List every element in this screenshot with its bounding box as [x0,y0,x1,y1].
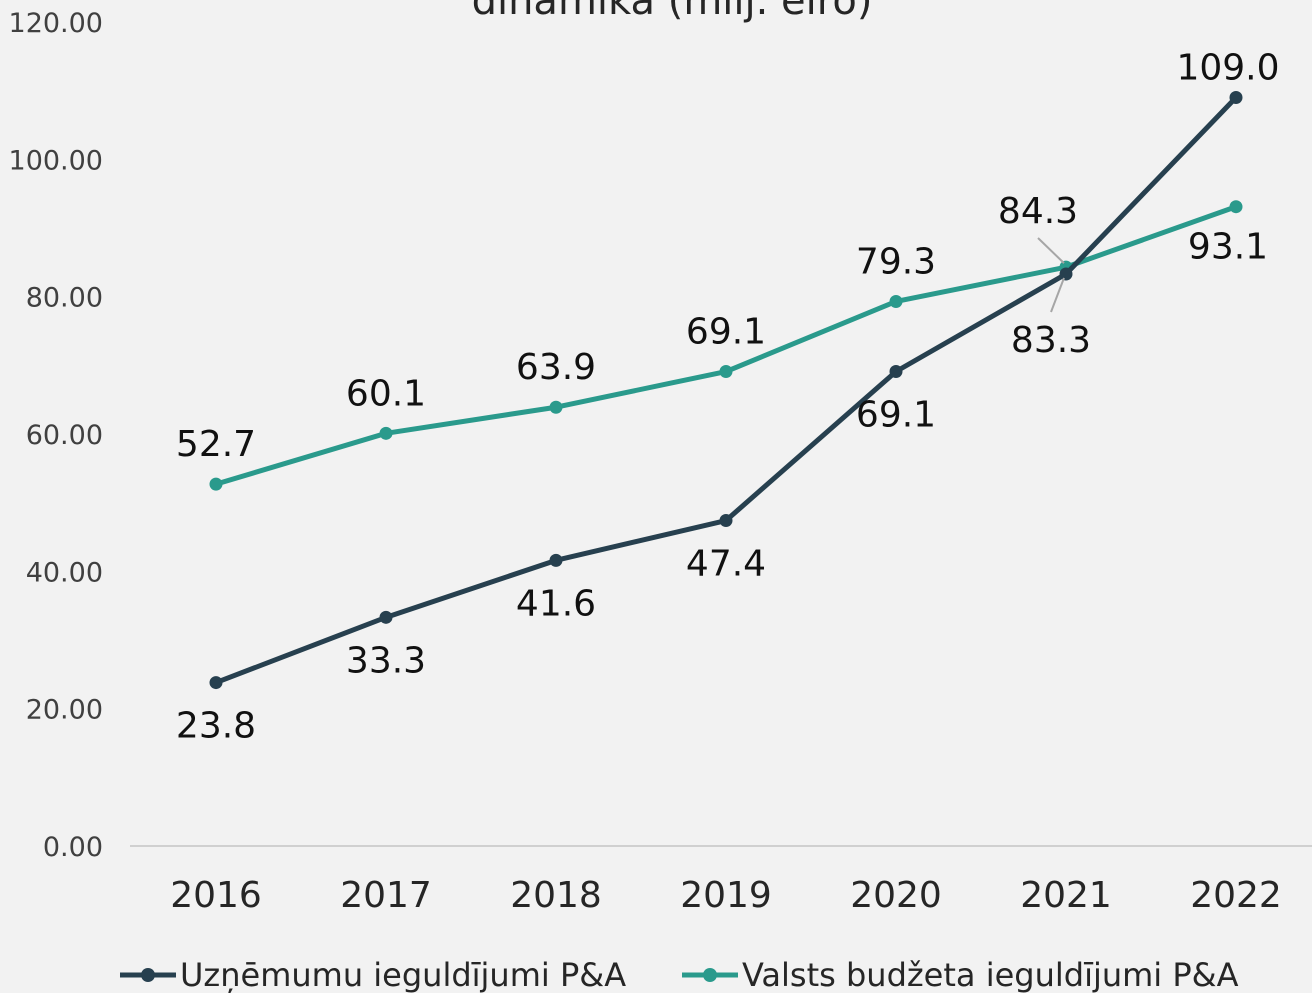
y-axis: 0.00 20.00 40.00 60.00 80.00 100.00 120.00 [9,8,103,863]
x-tick-label: 2020 [850,875,942,916]
y-tick-label: 0.00 [43,832,103,863]
series-point-1 [209,477,223,491]
series-point-0 [209,676,223,690]
y-tick-label: 80.00 [26,283,103,314]
data-label: 69.1 [856,395,936,436]
series-point-0 [1229,91,1243,105]
data-label: 47.4 [686,544,766,585]
y-tick-label: 60.00 [26,420,103,451]
data-label: 69.1 [686,312,766,353]
data-label: 41.6 [516,583,596,624]
legend: Uzņēmumu ieguldījumi P&A Valsts budžeta i… [120,956,1239,993]
series-point-0 [889,365,903,379]
legend-label: Uzņēmumu ieguldījumi P&A [180,956,626,993]
series-point-0 [549,553,563,567]
x-tick-label: 2016 [170,875,262,916]
data-labels: 23.8 33.3 41.6 47.4 69.1 83.3 109.0 52.7 60.1 63.… [176,48,1280,747]
x-tick-label: 2021 [1020,875,1112,916]
y-tick-label: 120.00 [9,8,103,39]
data-label: 84.3 [998,191,1078,232]
series-point-1 [719,365,733,379]
legend-label: Valsts budžeta ieguldījumi P&A [742,956,1239,993]
data-label: 83.3 [1011,320,1091,361]
chart-title: dinamika (milj. eiro) [472,0,873,24]
data-label: 93.1 [1188,227,1268,268]
x-tick-label: 2019 [680,875,772,916]
data-label: 60.1 [346,373,426,414]
x-tick-label: 2022 [1190,875,1282,916]
series-point-1 [379,426,393,440]
leader-line [1037,237,1065,264]
legend-swatch-marker [703,968,717,982]
series-point-1 [1229,200,1243,214]
x-tick-label: 2018 [510,875,602,916]
y-tick-label: 40.00 [26,557,103,588]
data-label: 109.0 [1176,48,1279,89]
data-label: 52.7 [176,424,256,465]
data-label: 23.8 [176,706,256,747]
series-point-1 [549,400,563,414]
leader-line [1050,277,1065,313]
data-label: 79.3 [856,241,936,282]
series-point-0 [1059,267,1073,281]
series-point-0 [719,514,733,528]
x-tick-label: 2017 [340,875,432,916]
data-label: 33.3 [346,640,426,681]
series-point-1 [889,294,903,308]
y-tick-label: 20.00 [26,695,103,726]
series-point-0 [379,610,393,624]
y-tick-label: 100.00 [9,145,103,176]
series-group [209,91,1243,690]
legend-swatch-marker [141,968,155,982]
data-label: 63.9 [516,347,596,388]
x-axis: 2016 2017 2018 2019 2020 2021 2022 [170,875,1282,916]
